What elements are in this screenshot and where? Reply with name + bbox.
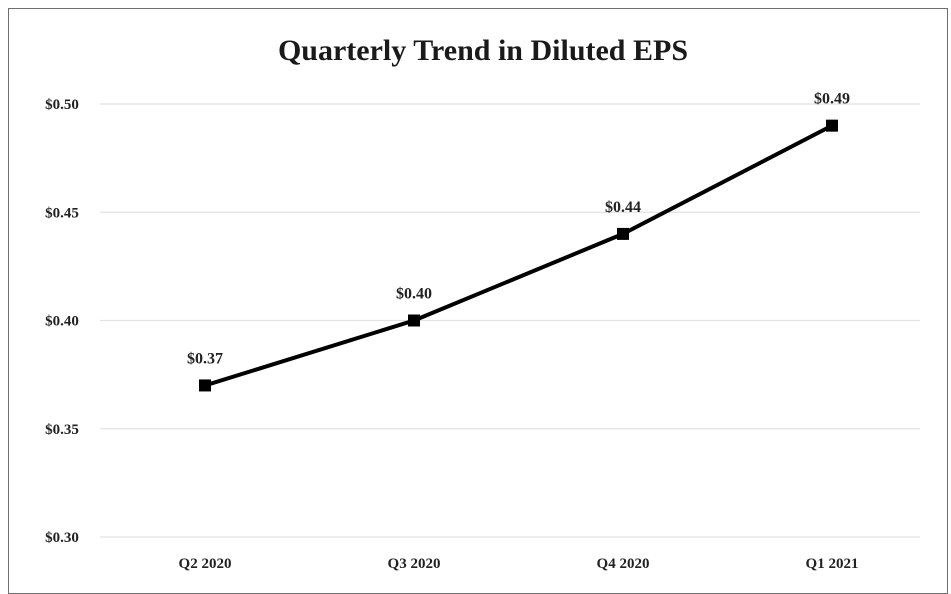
- data-point-marker: [408, 314, 420, 327]
- gridlines: [100, 103, 920, 538]
- series-layer: [199, 119, 838, 392]
- data-point-marker: [617, 227, 629, 240]
- data-point-marker: [199, 379, 211, 392]
- data-label: $0.37: [187, 350, 223, 367]
- y-tick-label: $0.45: [45, 205, 79, 221]
- y-tick-label: $0.50: [45, 97, 79, 113]
- data-label: $0.49: [814, 91, 850, 108]
- x-tick-label: Q3 2020: [388, 556, 441, 572]
- y-tick-label: $0.30: [45, 530, 79, 546]
- data-point-marker: [826, 119, 838, 132]
- data-label: $0.40: [396, 286, 432, 303]
- x-axis-tick-labels: Q2 2020 Q3 2020 Q4 2020 Q1 2021: [179, 556, 859, 572]
- y-axis-tick-labels: $0.30 $0.35 $0.40 $0.45 $0.50: [45, 97, 79, 546]
- chart-title: Quarterly Trend in Diluted EPS: [278, 34, 688, 67]
- x-tick-label: Q2 2020: [179, 556, 232, 572]
- chart-frame: [8, 8, 948, 594]
- x-tick-label: Q4 2020: [597, 556, 650, 572]
- data-label: $0.44: [605, 199, 641, 216]
- y-tick-label: $0.40: [45, 314, 79, 330]
- y-tick-label: $0.35: [45, 422, 79, 438]
- x-tick-label: Q1 2021: [806, 556, 859, 572]
- series-line: [204, 123, 833, 388]
- data-labels: $0.37 $0.40 $0.44 $0.49: [187, 91, 850, 368]
